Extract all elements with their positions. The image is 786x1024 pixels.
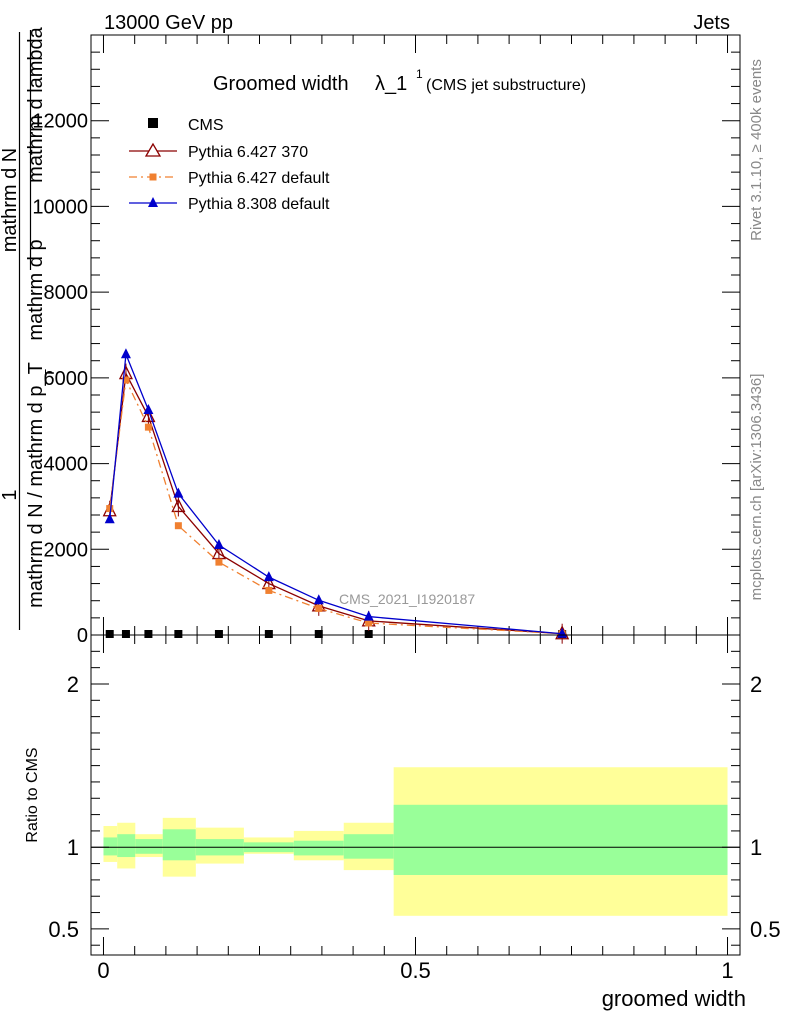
x-tick-label: 1 bbox=[721, 958, 733, 983]
legend-marker-cms bbox=[148, 118, 158, 128]
cms-data-point bbox=[174, 630, 183, 638]
ratio-inner-band bbox=[293, 840, 344, 856]
ratio-inner-band bbox=[103, 837, 118, 856]
py8-marker bbox=[104, 513, 115, 524]
ratio-y-tick-label: 1 bbox=[67, 835, 79, 860]
plot-title: Groomed width λ_1 1 (CMS jet substructur… bbox=[213, 67, 586, 95]
py8-marker bbox=[213, 539, 224, 549]
title-symbol: λ_1 bbox=[375, 73, 407, 95]
y-label-lambda: mathrm d lambda bbox=[25, 26, 47, 182]
ratio-inner-band bbox=[162, 829, 196, 861]
main-axis-ticks: 0 2000 4000 6000 8000 10000 12000 bbox=[32, 35, 740, 647]
cms-data-point bbox=[144, 630, 153, 638]
py8-marker bbox=[173, 487, 184, 498]
ratio-y-tick-label-right: 0.5 bbox=[750, 917, 781, 942]
cms-data-point bbox=[121, 630, 130, 638]
ratio-inner-band bbox=[135, 839, 163, 854]
ratio-y-label: Ratio to CMS bbox=[24, 747, 41, 842]
ratio-bands bbox=[103, 767, 728, 916]
y-tick-label: 12000 bbox=[32, 111, 88, 133]
py6-370-marker bbox=[141, 407, 156, 423]
py8-marker bbox=[263, 571, 274, 582]
y-tick-label: 6000 bbox=[44, 368, 89, 390]
watermark: CMS_2021_I1920187 bbox=[339, 591, 475, 607]
py6-default-marker bbox=[106, 505, 114, 513]
x-tick-label: 0.5 bbox=[400, 958, 431, 983]
x-tick-label: 0 bbox=[97, 958, 109, 983]
ratio-axis-ticks: 0.5 0.5 1 1 2 2 0 0.5 1 bbox=[48, 635, 781, 983]
py6-default-marker bbox=[365, 619, 373, 627]
y-tick-label: 0 bbox=[77, 625, 88, 647]
y-tick-label: 8000 bbox=[44, 282, 89, 304]
y-label-denominator: mathrm d N / mathrm d p_T bbox=[25, 362, 47, 608]
y-tick-label: 2000 bbox=[44, 539, 89, 561]
py6-default-marker bbox=[122, 376, 130, 384]
y-label-one: 1 bbox=[0, 489, 21, 500]
legend-entry-label: Pythia 6.427 370 bbox=[188, 144, 308, 161]
header-jets: Jets bbox=[693, 12, 730, 34]
legend-entry-label: CMS bbox=[188, 117, 224, 134]
cms-data-point bbox=[105, 630, 114, 638]
ratio-y-tick-label: 0.5 bbox=[48, 917, 79, 942]
y-label-subscript: T bbox=[42, 369, 57, 377]
main-series-group bbox=[102, 348, 570, 644]
x-axis-label: groomed width bbox=[602, 986, 746, 1011]
py6-370-marker bbox=[211, 545, 226, 560]
y-label-dpT: mathrm d p bbox=[25, 239, 47, 340]
py6-370-marker bbox=[171, 497, 186, 513]
ratio-y-tick-label-right: 2 bbox=[750, 672, 762, 697]
cms-data-point bbox=[314, 630, 323, 638]
legend-entry-label: Pythia 8.308 default bbox=[188, 196, 330, 213]
title-sub: (CMS jet substructure) bbox=[426, 77, 586, 94]
ratio-y-tick-label: 2 bbox=[67, 672, 79, 697]
y-tick-label: 4000 bbox=[44, 454, 89, 476]
y-label-numerator-dN: mathrm d N bbox=[0, 148, 21, 252]
py6-default-marker bbox=[174, 522, 182, 530]
ratio-inner-band bbox=[393, 804, 728, 875]
py6-default-marker bbox=[215, 558, 223, 566]
cms-data-point bbox=[364, 630, 373, 638]
cms-data-point bbox=[214, 630, 223, 638]
rivet-label: Rivet 3.1.10, ≥ 400k events bbox=[748, 59, 765, 241]
legend-marker-py6-370 bbox=[144, 142, 162, 157]
cms-data-point bbox=[264, 630, 273, 638]
legend-marker-py8 bbox=[148, 197, 158, 207]
py6-default-marker bbox=[144, 423, 152, 431]
py8-marker bbox=[143, 404, 154, 414]
legend: CMS Pythia 6.427 370 Pythia 6.427 default P… bbox=[129, 117, 330, 213]
series-line bbox=[109, 377, 563, 635]
ratio-inner-band bbox=[117, 834, 136, 858]
series-line bbox=[109, 371, 563, 635]
y-tick-label: 10000 bbox=[32, 196, 88, 218]
legend-entry-label: Pythia 6.427 default bbox=[188, 170, 330, 187]
main-y-axis-label: 1 mathrm d N mathrm d N / mathrm d p_T m… bbox=[0, 26, 57, 630]
py8-marker bbox=[313, 594, 324, 605]
ratio-y-tick-label-right: 1 bbox=[750, 835, 762, 860]
legend-marker-py6-default bbox=[149, 173, 157, 181]
py6-default-marker bbox=[265, 586, 273, 594]
title-sup: 1 bbox=[416, 67, 423, 81]
py8-marker bbox=[363, 610, 374, 621]
header-energy: 13000 GeV pp bbox=[104, 12, 233, 34]
mcplots-label: mcplots.cern.ch [arXiv:1306.3436] bbox=[748, 374, 765, 601]
py6-default-marker bbox=[315, 604, 323, 612]
ratio-inner-band bbox=[343, 834, 394, 859]
title-main: Groomed width bbox=[213, 73, 349, 95]
py8-marker bbox=[120, 348, 131, 359]
